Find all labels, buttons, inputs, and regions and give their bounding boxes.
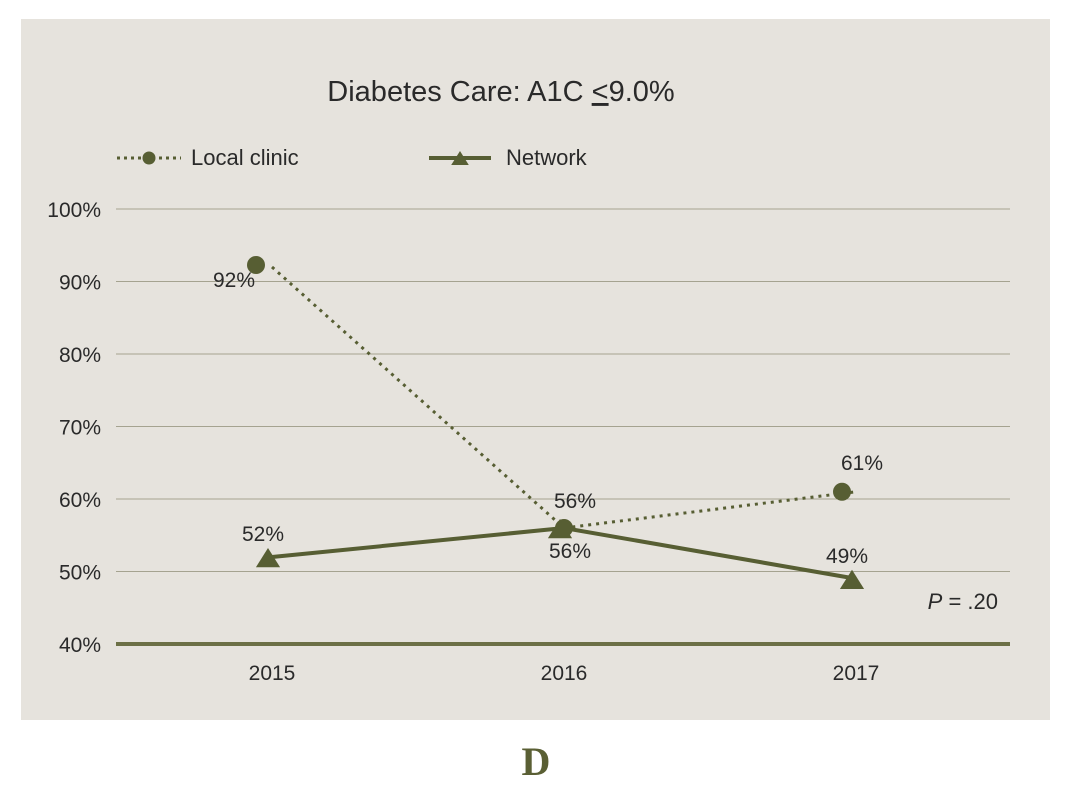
chart-panel: Diabetes Care: A1C <9.0% Local clinic Net…: [21, 19, 1050, 720]
x-tick-label: 2017: [833, 662, 880, 685]
y-tick-label: 80%: [59, 344, 101, 367]
x-tick-label: 2016: [541, 662, 588, 685]
local-clinic-point: [833, 482, 851, 501]
y-tick-label: 40%: [59, 634, 101, 657]
local-clinic-data-label: 92%: [213, 269, 255, 292]
legend-local-clinic-marker: [142, 151, 156, 165]
network-point: [255, 548, 281, 568]
gridlines: [116, 208, 1010, 646]
y-tick-label: 70%: [59, 417, 101, 440]
legend-local-clinic-label: Local clinic: [191, 145, 299, 170]
p-value-annotation: P = .20: [928, 589, 998, 614]
legend-network-marker: [451, 151, 469, 165]
figure-letter: D: [521, 739, 551, 784]
network-data-label: 49%: [826, 545, 868, 568]
local-clinic-point: [247, 256, 265, 274]
y-axis-labels: 40% 50% 60% 70% 80% 90% 100%: [47, 199, 101, 657]
local-clinic-data-label: 56%: [554, 490, 596, 513]
title-prefix: Diabetes Care: A1C: [327, 76, 591, 108]
series-local-clinic-line: [271, 265, 857, 530]
local-clinic-point: [555, 519, 573, 537]
legend-network-label: Network: [506, 145, 588, 170]
legend: Local clinic Network: [117, 145, 588, 170]
line-chart: Diabetes Care: A1C <9.0% Local clinic Net…: [47, 76, 1010, 685]
x-axis-labels: 2015 2016 2017: [249, 662, 880, 685]
network-data-label: 52%: [242, 523, 284, 546]
network-point: [839, 569, 865, 589]
title-symbol: <: [592, 76, 609, 108]
y-tick-label: 100%: [47, 199, 101, 222]
title-suffix: 9.0%: [609, 76, 675, 108]
chart-title: Diabetes Care: A1C <9.0%: [327, 76, 674, 108]
series-layer: 92% 56% 61% 52% 56% 49%: [213, 256, 883, 589]
y-tick-label: 60%: [59, 489, 101, 512]
x-tick-label: 2015: [249, 662, 296, 685]
y-tick-label: 90%: [59, 272, 101, 295]
network-data-label: 56%: [549, 540, 591, 563]
local-clinic-data-label: 61%: [841, 452, 883, 475]
y-tick-label: 50%: [59, 562, 101, 585]
